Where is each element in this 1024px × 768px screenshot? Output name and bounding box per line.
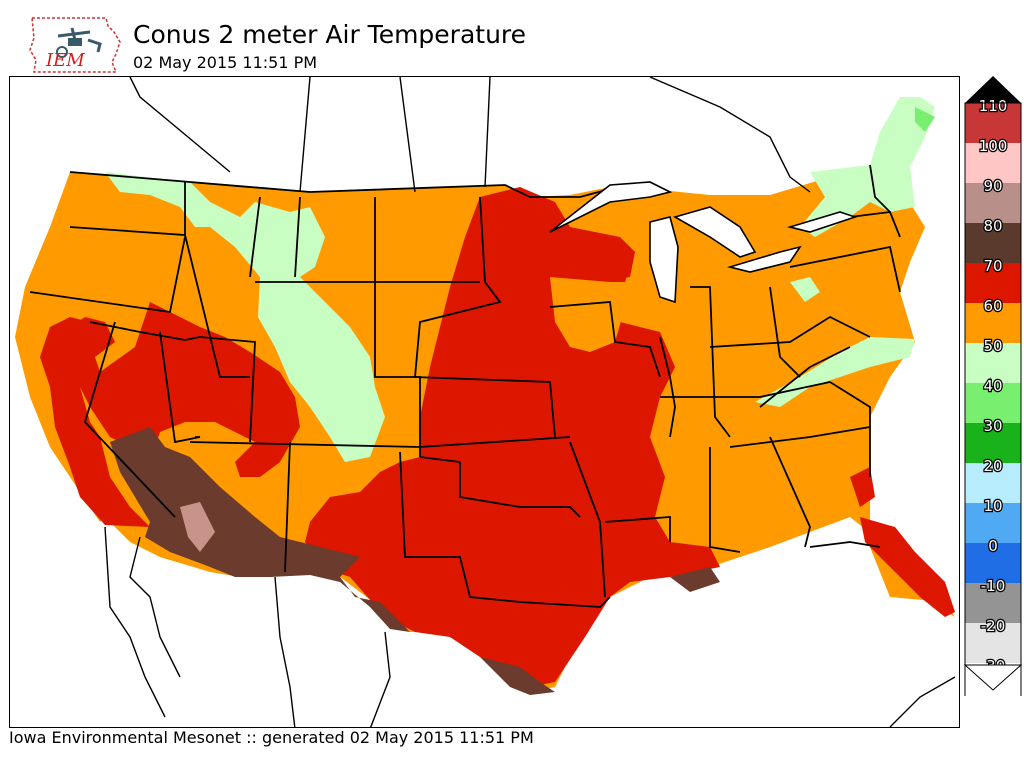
region-80s-south-texas	[480, 657, 555, 695]
colorbar-bin-30	[965, 423, 1021, 463]
region-70s-wisconsin	[555, 237, 635, 282]
region-50s-northeast	[800, 97, 935, 237]
colorbar-bin--10	[965, 583, 1021, 623]
region-90s-desert	[180, 502, 215, 552]
colorbar-bin-60	[965, 303, 1021, 343]
state-borders	[29, 164, 901, 608]
map-canvas	[15, 77, 956, 727]
colorbar-bottom-extend	[963, 664, 1023, 691]
region-70s-plains	[305, 187, 720, 687]
colorbar-label-60: 60	[983, 297, 1002, 315]
colorbar-bin-20	[965, 463, 1021, 503]
great-lakes	[549, 181, 858, 304]
region-70s-georgia	[850, 467, 875, 507]
map-title: Conus 2 meter Air Temperature	[133, 20, 527, 49]
colorbar-bin-0	[965, 543, 1021, 583]
region-40s-maine	[915, 107, 935, 132]
colorbar-label-80: 80	[983, 217, 1002, 235]
logo-text: IEM	[45, 50, 85, 71]
colorbar-bin-90	[965, 183, 1021, 223]
colorbar-label-90: 90	[983, 177, 1002, 195]
region-50s-north	[105, 172, 385, 462]
region-70s-florida	[860, 517, 955, 617]
temperature-map	[9, 76, 960, 728]
colorbar-label-30: 30	[983, 417, 1002, 435]
colorbar-label-100: 100	[979, 137, 1008, 155]
colorbar-label-20: 20	[983, 457, 1002, 475]
colorbar-label--10: -10	[981, 577, 1006, 595]
region-80s-louisiana	[670, 567, 720, 592]
colorbar-bin--20	[965, 623, 1021, 663]
region-60s-iowa	[550, 277, 625, 352]
colorbar-label-10: 10	[983, 497, 1002, 515]
footer-credit: Iowa Environmental Mesonet :: generated …	[9, 728, 534, 747]
colorbar-bin-80	[965, 223, 1021, 263]
colorbar-label-40: 40	[983, 377, 1002, 395]
colorbar-bin-70	[965, 263, 1021, 303]
region-70s-california	[40, 317, 150, 527]
region-70s-southwest	[55, 302, 300, 477]
colorbar-top-extend	[965, 76, 1021, 103]
map-subtitle: 02 May 2015 11:51 PM	[133, 53, 318, 72]
colorbar-label-110: 110	[979, 97, 1008, 115]
colorbar-label-0: 0	[988, 537, 998, 555]
colorbar-bin-10	[965, 503, 1021, 543]
colorbar-bin-100	[965, 143, 1021, 183]
region-80s-desert	[110, 427, 410, 632]
region-50s-ohio	[790, 277, 820, 302]
international-lines	[104, 77, 956, 727]
iem-logo: IEM	[28, 14, 124, 76]
colorbar-label-50: 50	[983, 337, 1002, 355]
colorbar-label-70: 70	[983, 257, 1002, 275]
colorbar-bin-110	[965, 103, 1021, 143]
colorbar-label--20: -20	[981, 617, 1006, 635]
colorbar-bin-40	[965, 383, 1021, 423]
colorbar-bin-50	[965, 343, 1021, 383]
